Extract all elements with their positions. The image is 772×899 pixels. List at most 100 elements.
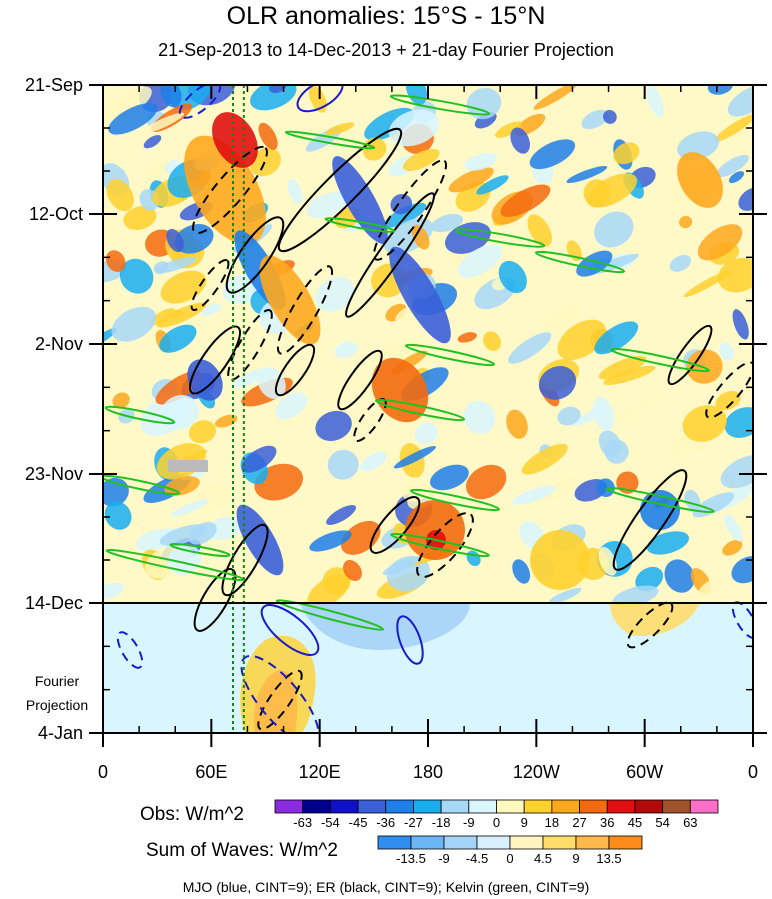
er-contour [345, 192, 435, 318]
y-tick-label: 23-Nov [25, 464, 83, 484]
waves-colorbar-swatch [377, 835, 412, 850]
obs-colorbar-swatch [662, 799, 691, 814]
y-tick-label: 2-Nov [35, 334, 83, 354]
x-axis: 0 60E 120E 180 120W 60W 0 [98, 85, 758, 782]
er-contour [189, 325, 241, 395]
kelvin-contour [390, 532, 490, 558]
kelvin-contour [409, 488, 501, 512]
er-contour [227, 309, 273, 381]
legend-footer: MJO (blue, CINT=9); ER (black, CINT=9); … [183, 879, 590, 895]
kelvin-contour [103, 474, 181, 496]
obs-colorbar-tick: 27 [572, 815, 586, 830]
wave-contours [103, 85, 753, 733]
obs-colorbar-tick: -45 [349, 815, 368, 830]
obs-colorbar-tick: 54 [655, 815, 669, 830]
obs-colorbar-swatch [634, 799, 664, 814]
obs-colorbar-swatch [579, 799, 608, 814]
kelvin-contour [275, 599, 385, 631]
chart-subtitle: 21-Sep-2013 to 14-Dec-2013 + 21-day Four… [158, 40, 614, 60]
obs-colorbar-swatch [413, 799, 442, 814]
obs-colorbar-tick: -54 [321, 815, 340, 830]
x-tick-label: 120E [299, 762, 341, 782]
er-contour [337, 349, 383, 411]
x-tick-label: 0 [748, 762, 758, 782]
waves-colorbar-tick: -9 [438, 851, 450, 866]
waves-colorbar-swatch [608, 835, 643, 850]
obs-colorbar-swatch [689, 799, 719, 814]
x-tick-label: 120W [513, 762, 560, 782]
mjo-contour [116, 631, 144, 669]
obs-colorbar-swatch [606, 799, 636, 814]
y-axis: 21-Sep 12-Oct 2-Nov 23-Nov 14-Dec 4-Jan Fourie… [25, 75, 767, 743]
waves-colorbar-tick: 13.5 [596, 851, 621, 866]
obs-colorbar-tick: -18 [432, 815, 451, 830]
er-contour [225, 216, 285, 294]
obs-colorbar-swatch [302, 799, 331, 814]
waves-colorbar-tick: -13.5 [396, 851, 426, 866]
er-contour [193, 568, 237, 632]
x-tick-label: 60E [195, 762, 227, 782]
obs-colorbar: -63 -54 -45 -36 -27 -18 -9 0 9 18 27 36 45 54 63 Obs: W… [140, 799, 719, 830]
waves-colorbar-tick: 9 [572, 851, 579, 866]
er-contour [612, 469, 688, 571]
mjo-contour [260, 604, 320, 656]
kelvin-contour [169, 543, 231, 557]
obs-colorbar-tick: -36 [376, 815, 395, 830]
kelvin-contour [389, 94, 491, 116]
obs-colorbar-swatch [440, 799, 470, 814]
x-tick-label: 180 [413, 762, 443, 782]
waves-colorbar-tick: 0 [506, 851, 513, 866]
kelvin-contour [104, 405, 176, 425]
obs-colorbar-tick: -63 [293, 815, 312, 830]
projection-label: Fourier [35, 673, 80, 689]
obs-colorbar-swatch [496, 799, 525, 814]
obs-colorbar-swatch [551, 799, 580, 814]
obs-colorbar-tick: -27 [404, 815, 423, 830]
er-contour [276, 265, 334, 355]
obs-colorbar-swatch [274, 799, 304, 814]
obs-colorbar-tick: 18 [545, 815, 559, 830]
waves-colorbar-swatch [542, 835, 577, 850]
er-contour [257, 669, 303, 731]
y-tick-label: 14-Dec [25, 593, 83, 613]
waves-colorbar-swatch [410, 835, 445, 850]
y-tick-label: 12-Oct [29, 204, 83, 224]
obs-colorbar-tick: -9 [463, 815, 475, 830]
kelvin-contour [610, 347, 710, 373]
obs-colorbar-swatch [329, 799, 359, 814]
heatmap-field [103, 85, 753, 733]
obs-colorbar-tick: 36 [600, 815, 614, 830]
obs-colorbar-tick: 0 [493, 815, 500, 830]
kelvin-contour [324, 217, 396, 233]
waves-colorbar-swatch [443, 835, 478, 850]
kelvin-contour [605, 486, 715, 514]
er-contour [192, 145, 268, 235]
kelvin-contour [454, 228, 546, 248]
obs-colorbar-label: Obs: W/m^2 [140, 804, 244, 825]
chart-title: OLR anomalies: 15°S - 15°N [226, 2, 546, 30]
obs-colorbar-tick: 9 [521, 815, 528, 830]
x-tick-label: 60W [626, 762, 663, 782]
obs-colorbar-swatch [523, 799, 553, 814]
waves-colorbar-swatch [476, 835, 511, 850]
kelvin-contour [404, 343, 496, 367]
waves-colorbar-label: Sum of Waves: W/m^2 [146, 840, 338, 861]
y-tick-label: 21-Sep [25, 75, 83, 95]
kelvin-contour [284, 130, 376, 150]
er-contour [667, 324, 713, 386]
er-contour [190, 259, 230, 311]
x-tick-label: 0 [98, 762, 108, 782]
er-contour [277, 127, 403, 253]
waves-colorbar-swatch [509, 835, 544, 850]
y-tick-label: 4-Jan [38, 723, 83, 743]
mjo-contour [396, 615, 424, 665]
obs-colorbar-tick: 45 [628, 815, 642, 830]
waves-colorbar-tick: 4.5 [534, 851, 552, 866]
obs-colorbar-tick: 63 [683, 815, 697, 830]
obs-colorbar-swatch [468, 799, 497, 814]
er-contour [274, 343, 316, 397]
projection-label: Projection [26, 697, 88, 713]
er-contour [221, 523, 269, 597]
waves-colorbar-swatch [575, 835, 610, 850]
